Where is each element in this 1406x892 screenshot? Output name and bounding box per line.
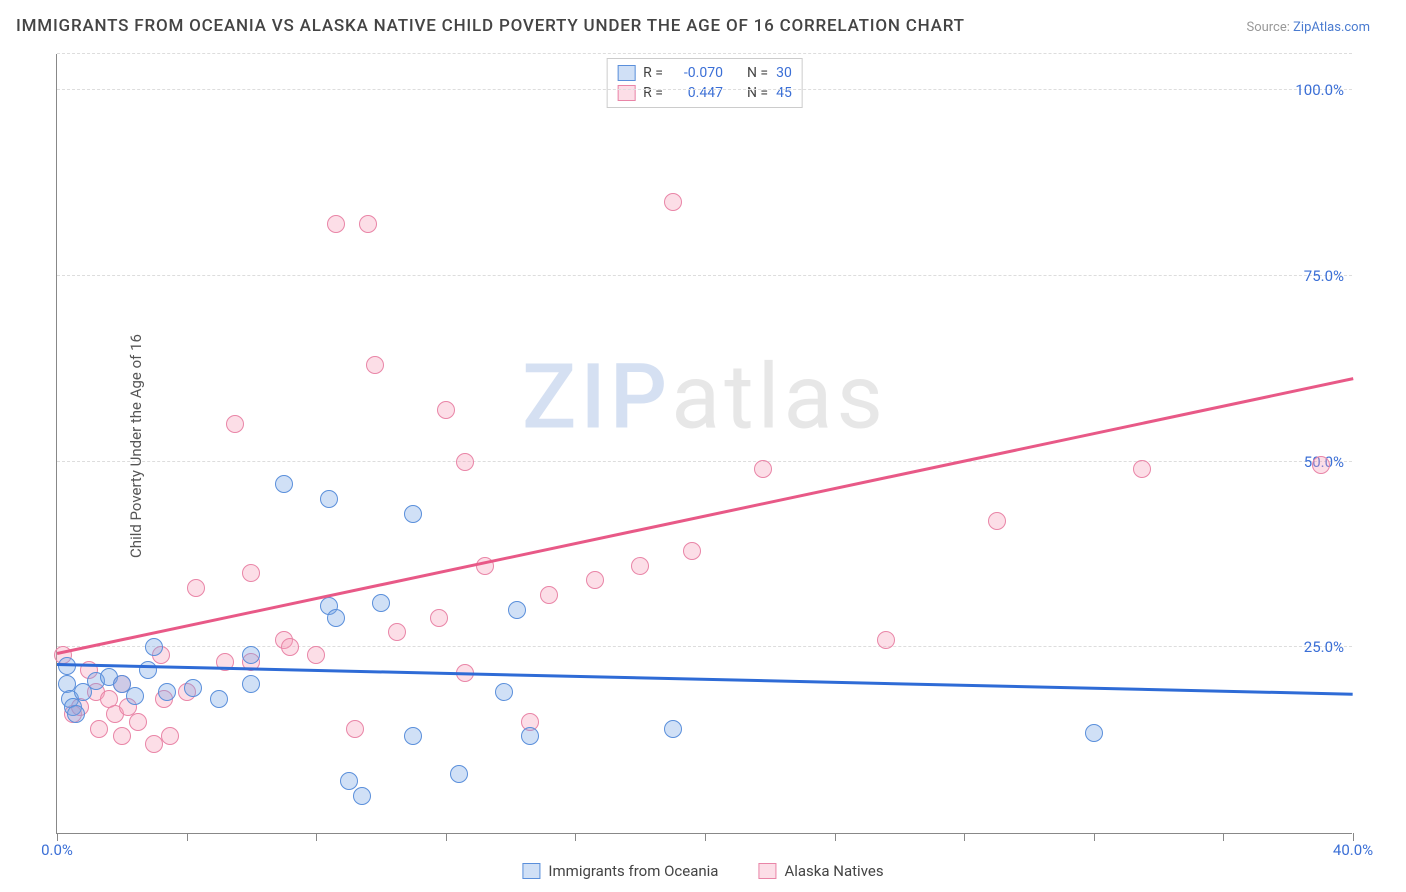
data-point-pink — [129, 713, 147, 731]
data-point-pink — [1312, 456, 1330, 474]
data-point-pink — [631, 557, 649, 575]
legend-item-blue: Immigrants from Oceania — [522, 862, 718, 880]
n-value-pink: 45 — [776, 83, 792, 103]
watermark: ZIPatlas — [522, 344, 887, 449]
data-point-pink — [437, 401, 455, 419]
r-value-pink: 0.447 — [671, 83, 723, 103]
legend-swatch-pink — [758, 863, 776, 879]
y-tick-label: 100.0% — [1295, 81, 1344, 99]
gridline — [57, 461, 1352, 462]
data-point-pink — [456, 453, 474, 471]
x-tick-label: 0.0% — [41, 841, 73, 859]
data-point-blue — [210, 690, 228, 708]
r-label-blue: R = — [643, 63, 663, 83]
data-point-pink — [1133, 460, 1151, 478]
data-point-blue — [404, 727, 422, 745]
legend-item-pink: Alaska Natives — [758, 862, 883, 880]
data-point-blue — [126, 687, 144, 705]
legend-swatch-blue — [522, 863, 540, 879]
y-tick-label: 25.0% — [1304, 638, 1344, 656]
data-point-blue — [327, 609, 345, 627]
data-point-pink — [90, 720, 108, 738]
n-label-pink: N = — [747, 83, 768, 103]
x-tick-label: 40.0% — [1333, 841, 1373, 859]
data-point-blue — [320, 490, 338, 508]
data-point-blue — [67, 705, 85, 723]
data-point-pink — [242, 564, 260, 582]
watermark-atlas: atlas — [671, 344, 887, 449]
data-point-pink — [664, 193, 682, 211]
x-tick — [57, 833, 58, 841]
data-point-blue — [404, 505, 422, 523]
legend-label-pink: Alaska Natives — [784, 862, 883, 880]
data-point-pink — [754, 460, 772, 478]
data-point-pink — [113, 727, 131, 745]
y-tick-label: 75.0% — [1304, 267, 1344, 285]
data-point-blue — [495, 683, 513, 701]
x-tick — [835, 833, 836, 841]
source-label: Source: — [1246, 20, 1293, 35]
data-point-blue — [184, 679, 202, 697]
series-legend: Immigrants from Oceania Alaska Natives — [522, 862, 883, 880]
data-point-blue — [1085, 724, 1103, 742]
gridline — [57, 89, 1352, 90]
data-point-pink — [877, 631, 895, 649]
n-value-blue: 30 — [776, 63, 792, 83]
data-point-blue — [242, 675, 260, 693]
x-tick — [705, 833, 706, 841]
data-point-pink — [346, 720, 364, 738]
source-attribution: Source: ZipAtlas.com — [1246, 20, 1370, 35]
data-point-blue — [139, 661, 157, 679]
swatch-blue — [617, 65, 635, 81]
data-point-pink — [988, 512, 1006, 530]
swatch-pink — [617, 85, 635, 101]
data-point-blue — [340, 772, 358, 790]
scatter-plot-area: ZIPatlas R = -0.070 N = 30 R = 0.447 N =… — [56, 54, 1352, 834]
watermark-zip: ZIP — [522, 344, 671, 449]
data-point-pink — [359, 215, 377, 233]
x-tick — [446, 833, 447, 841]
data-point-blue — [664, 720, 682, 738]
data-point-blue — [372, 594, 390, 612]
source-link[interactable]: ZipAtlas.com — [1293, 20, 1370, 35]
x-tick — [1094, 833, 1095, 841]
data-point-pink — [388, 623, 406, 641]
correlation-row-pink: R = 0.447 N = 45 — [617, 83, 792, 103]
chart-title: IMMIGRANTS FROM OCEANIA VS ALASKA NATIVE… — [16, 16, 965, 36]
data-point-pink — [161, 727, 179, 745]
x-tick — [1353, 833, 1354, 841]
gridline — [57, 275, 1352, 276]
correlation-legend: R = -0.070 N = 30 R = 0.447 N = 45 — [606, 58, 803, 108]
data-point-pink — [281, 638, 299, 656]
data-point-pink — [586, 571, 604, 589]
data-point-blue — [158, 683, 176, 701]
legend-label-blue: Immigrants from Oceania — [548, 862, 718, 880]
x-tick — [964, 833, 965, 841]
data-point-pink — [366, 356, 384, 374]
data-point-blue — [145, 638, 163, 656]
data-point-blue — [353, 787, 371, 805]
data-point-pink — [226, 415, 244, 433]
data-point-blue — [275, 475, 293, 493]
trend-line-pink — [57, 377, 1354, 654]
data-point-pink — [540, 586, 558, 604]
x-tick — [187, 833, 188, 841]
x-tick — [316, 833, 317, 841]
x-tick — [1223, 833, 1224, 841]
data-point-pink — [307, 646, 325, 664]
n-label-blue: N = — [747, 63, 768, 83]
data-point-pink — [327, 215, 345, 233]
data-point-blue — [242, 646, 260, 664]
x-tick — [575, 833, 576, 841]
r-value-blue: -0.070 — [671, 63, 723, 83]
data-point-pink — [683, 542, 701, 560]
data-point-pink — [430, 609, 448, 627]
gridline — [57, 53, 1352, 54]
data-point-blue — [450, 765, 468, 783]
r-label-pink: R = — [643, 83, 663, 103]
data-point-blue — [521, 727, 539, 745]
data-point-blue — [508, 601, 526, 619]
correlation-row-blue: R = -0.070 N = 30 — [617, 63, 792, 83]
data-point-pink — [187, 579, 205, 597]
